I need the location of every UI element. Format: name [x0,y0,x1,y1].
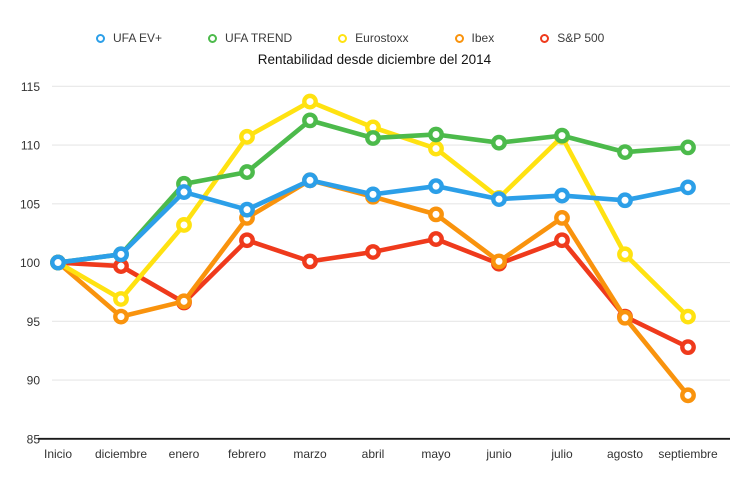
legend-marker-icon-s-p-500 [540,33,550,43]
data-point-ibex-diciembre [113,308,129,325]
data-point-eurostoxx-mayo [428,140,444,157]
data-point-ufa-trend-febrero [239,164,255,180]
data-point-ufa-trend-septiembre [680,139,696,156]
data-point-ufa-ev-enero [176,184,192,200]
data-point-eurostoxx-septiembre [680,308,696,325]
data-point-ufa-ev-inicio [50,254,66,271]
x-axis-label-enero: enero [169,447,200,461]
series-ufa-ev [50,172,696,271]
data-point-ufa-ev-abril [365,186,381,203]
x-axis-label-diciembre: diciembre [95,447,147,461]
data-point-eurostoxx-enero [176,217,192,233]
data-point-ufa-trend-mayo [428,126,444,143]
data-point-eurostoxx-marzo [302,93,318,110]
legend-item-ibex: Ibex [454,31,495,45]
legend-item-label: Eurostoxx [355,31,409,45]
data-point-s-p-500-septiembre [680,339,696,356]
x-axis-label-septiembre: septiembre [658,447,718,461]
x-axis-label-abril: abril [362,447,385,461]
data-point-ibex-mayo [428,206,444,223]
legend-item-label: UFA TREND [225,31,293,45]
legend-item-label: UFA EV+ [113,31,163,45]
y-tick-label-95: 95 [27,315,41,329]
data-point-ufa-ev-agosto [617,192,633,209]
data-point-s-p-500-mayo [428,231,444,247]
data-point-s-p-500-julio [554,232,570,249]
legend-marker-icon-eurostoxx [338,33,348,43]
series-s-p-500 [50,231,696,356]
y-tick-label-85: 85 [27,432,41,446]
y-tick-label-100: 100 [20,256,40,270]
data-point-ufa-trend-abril [365,130,381,146]
legend-item-label: Ibex [471,31,495,45]
series-ibex [50,172,696,404]
x-axis-label-marzo: marzo [293,447,327,461]
x-axis-label-inicio: Inicio [44,447,72,461]
data-point-eurostoxx-febrero [239,128,255,145]
data-point-ufa-trend-agosto [617,144,633,161]
data-point-s-p-500-marzo [302,253,318,270]
data-point-ufa-ev-febrero [239,201,255,218]
legend-marker-icon-ibex [454,33,464,43]
legend-item-ufa-trend: UFA TREND [208,31,292,45]
x-axis-label-junio: junio [485,447,512,461]
data-point-ufa-ev-marzo [302,172,318,189]
x-axis-label-febrero: febrero [228,447,266,461]
legend-marker-icon-ufa-ev [96,33,105,43]
legend-item-eurostoxx: Eurostoxx [338,31,409,45]
data-point-ibex-agosto [617,309,633,326]
data-point-ufa-ev-junio [491,191,507,208]
legend-item-label: S&P 500 [557,31,605,45]
data-point-s-p-500-abril [365,244,381,260]
data-point-ibex-junio [491,253,507,270]
x-axis-label-agosto: agosto [607,447,643,461]
y-tick-label-110: 110 [21,139,40,153]
chart-legend: UFA EV+ UFA TREND Eurostoxx Ibex S&P 500 [96,31,604,45]
data-point-ufa-trend-marzo [302,112,318,129]
data-point-eurostoxx-agosto [617,246,633,263]
data-point-s-p-500-febrero [239,232,255,249]
data-point-eurostoxx-diciembre [113,291,129,307]
y-tick-label-90: 90 [27,374,41,388]
y-tick-label-115: 115 [21,80,40,94]
legend-item-s-p-500: S&P 500 [540,31,604,45]
data-point-ufa-ev-septiembre [680,179,696,196]
data-point-ibex-septiembre [680,387,696,404]
legend-item-ufa-ev: UFA EV+ [96,31,162,45]
data-point-ibex-enero [176,293,192,310]
series-eurostoxx [50,93,696,325]
legend-marker-icon-ufa-trend [208,33,218,43]
data-point-ufa-ev-diciembre [113,246,129,263]
x-axis-label-julio: julio [550,447,573,461]
chart-title: Rentabilidad desde diciembre del 2014 [257,52,492,67]
data-point-ufa-ev-mayo [428,178,444,195]
data-point-ibex-julio [554,209,570,226]
x-axis-label-mayo: mayo [421,447,451,461]
series-line-ibex [55,178,691,398]
y-tick-label-105: 105 [20,197,40,211]
data-point-ufa-ev-julio [554,187,570,204]
data-point-ufa-trend-junio [491,134,507,151]
data-point-ufa-trend-julio [554,127,570,144]
